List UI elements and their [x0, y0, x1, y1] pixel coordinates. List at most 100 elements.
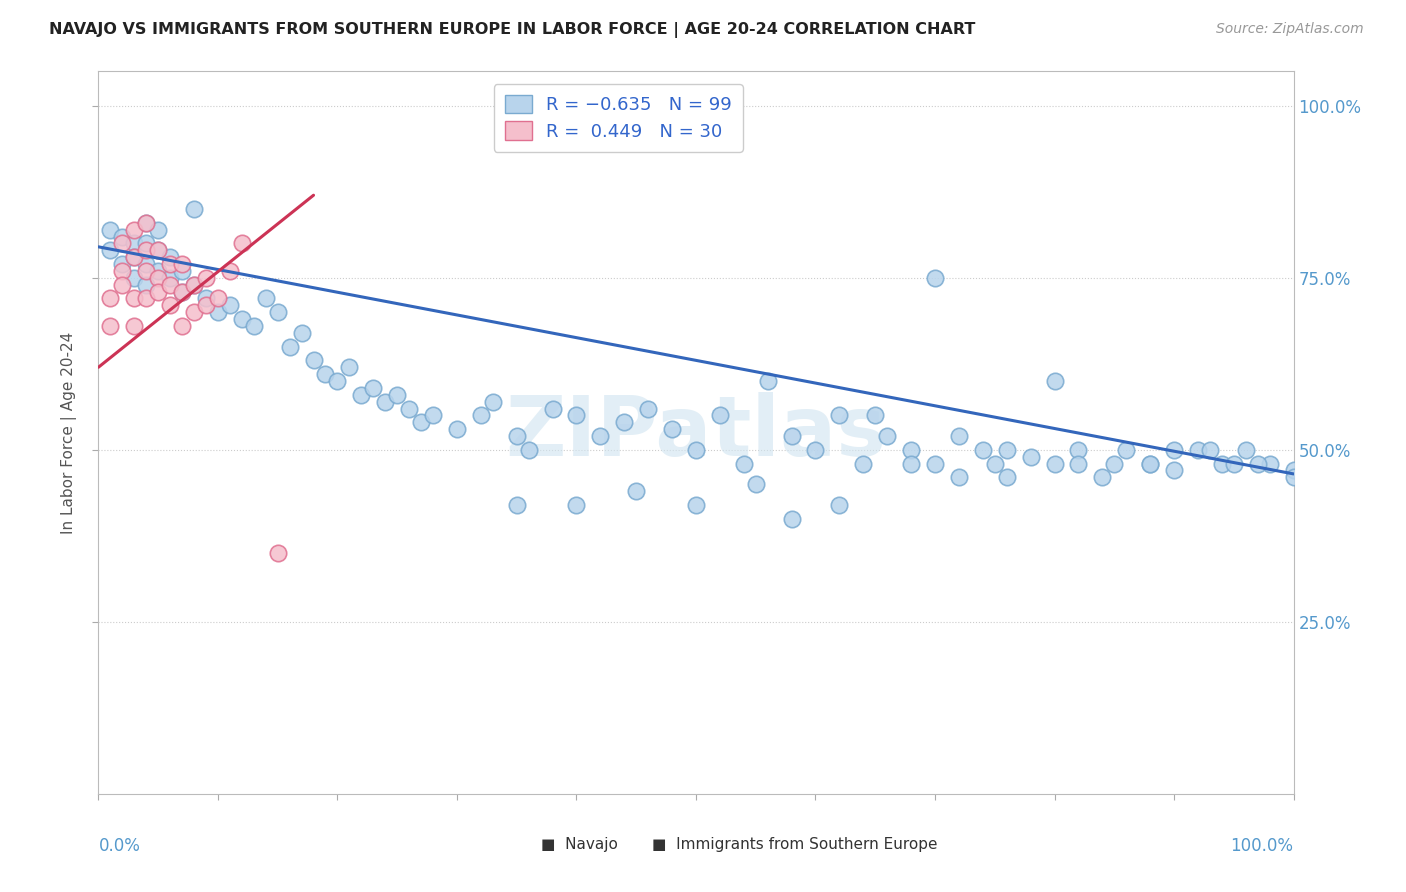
Point — [172, 318, 194, 333]
Point — [183, 305, 205, 319]
Point — [900, 457, 922, 471]
Text: Source: ZipAtlas.com: Source: ZipAtlas.com — [1216, 22, 1364, 37]
Point — [1115, 442, 1137, 457]
Point — [756, 374, 779, 388]
Point — [124, 292, 146, 306]
Point — [219, 264, 242, 278]
Point — [1067, 457, 1090, 471]
Point — [231, 236, 253, 251]
Point — [481, 394, 505, 409]
Point — [350, 388, 373, 402]
Point — [207, 305, 229, 319]
Point — [1139, 457, 1161, 471]
Point — [111, 229, 134, 244]
Point — [148, 244, 170, 258]
Point — [159, 270, 181, 285]
Point — [374, 394, 396, 409]
Point — [470, 409, 492, 423]
Point — [148, 244, 170, 258]
Point — [231, 312, 253, 326]
Point — [172, 264, 194, 278]
Point — [995, 470, 1018, 484]
Point — [626, 484, 648, 499]
Point — [124, 236, 146, 251]
Point — [1211, 457, 1233, 471]
Point — [326, 374, 349, 388]
Point — [159, 277, 181, 292]
Point — [98, 318, 122, 333]
Point — [865, 409, 887, 423]
Point — [1163, 442, 1185, 457]
Point — [685, 442, 707, 457]
Point — [733, 457, 755, 471]
Point — [828, 498, 851, 512]
Point — [124, 270, 146, 285]
Point — [780, 429, 803, 443]
Point — [135, 216, 157, 230]
Point — [828, 409, 851, 423]
Point — [98, 292, 122, 306]
Point — [98, 222, 122, 236]
Point — [124, 250, 146, 264]
Point — [661, 422, 683, 436]
Point — [506, 429, 529, 443]
Point — [852, 457, 875, 471]
Point — [111, 257, 134, 271]
Point — [254, 292, 277, 306]
Point — [98, 244, 122, 258]
Point — [900, 442, 922, 457]
Point — [1258, 457, 1281, 471]
Point — [1043, 457, 1066, 471]
Point — [363, 381, 385, 395]
Point — [924, 270, 946, 285]
Point — [995, 442, 1018, 457]
Point — [685, 498, 707, 512]
Point — [780, 511, 803, 525]
Point — [1043, 374, 1066, 388]
Point — [565, 498, 588, 512]
Point — [124, 222, 146, 236]
Point — [972, 442, 994, 457]
Point — [1187, 442, 1209, 457]
Point — [385, 388, 409, 402]
Point — [183, 202, 205, 216]
Text: 100.0%: 100.0% — [1230, 838, 1294, 855]
Text: NAVAJO VS IMMIGRANTS FROM SOUTHERN EUROPE IN LABOR FORCE | AGE 20-24 CORRELATION: NAVAJO VS IMMIGRANTS FROM SOUTHERN EUROP… — [49, 22, 976, 38]
Point — [183, 277, 205, 292]
Point — [565, 409, 588, 423]
Point — [111, 236, 134, 251]
Point — [195, 298, 218, 312]
Point — [124, 250, 146, 264]
Point — [339, 360, 361, 375]
Point — [1282, 463, 1305, 477]
Point — [219, 298, 242, 312]
Point — [148, 222, 170, 236]
Legend: R = −0.635   N = 99, R =  0.449   N = 30: R = −0.635 N = 99, R = 0.449 N = 30 — [494, 84, 742, 152]
Point — [446, 422, 468, 436]
Point — [948, 429, 970, 443]
Point — [506, 498, 529, 512]
Point — [159, 298, 181, 312]
Point — [135, 277, 157, 292]
Point — [172, 285, 194, 299]
Point — [1234, 442, 1257, 457]
Point — [267, 546, 290, 560]
Text: ■  Navajo       ■  Immigrants from Southern Europe: ■ Navajo ■ Immigrants from Southern Euro… — [541, 838, 938, 852]
Point — [135, 257, 157, 271]
Point — [124, 318, 146, 333]
Point — [278, 340, 301, 354]
Point — [422, 409, 444, 423]
Point — [1223, 457, 1246, 471]
Point — [876, 429, 898, 443]
Point — [411, 415, 433, 429]
Point — [517, 442, 540, 457]
Point — [302, 353, 325, 368]
Point — [267, 305, 290, 319]
Point — [111, 264, 134, 278]
Point — [637, 401, 659, 416]
Point — [172, 285, 194, 299]
Point — [159, 257, 181, 271]
Point — [948, 470, 970, 484]
Point — [291, 326, 314, 340]
Point — [135, 264, 157, 278]
